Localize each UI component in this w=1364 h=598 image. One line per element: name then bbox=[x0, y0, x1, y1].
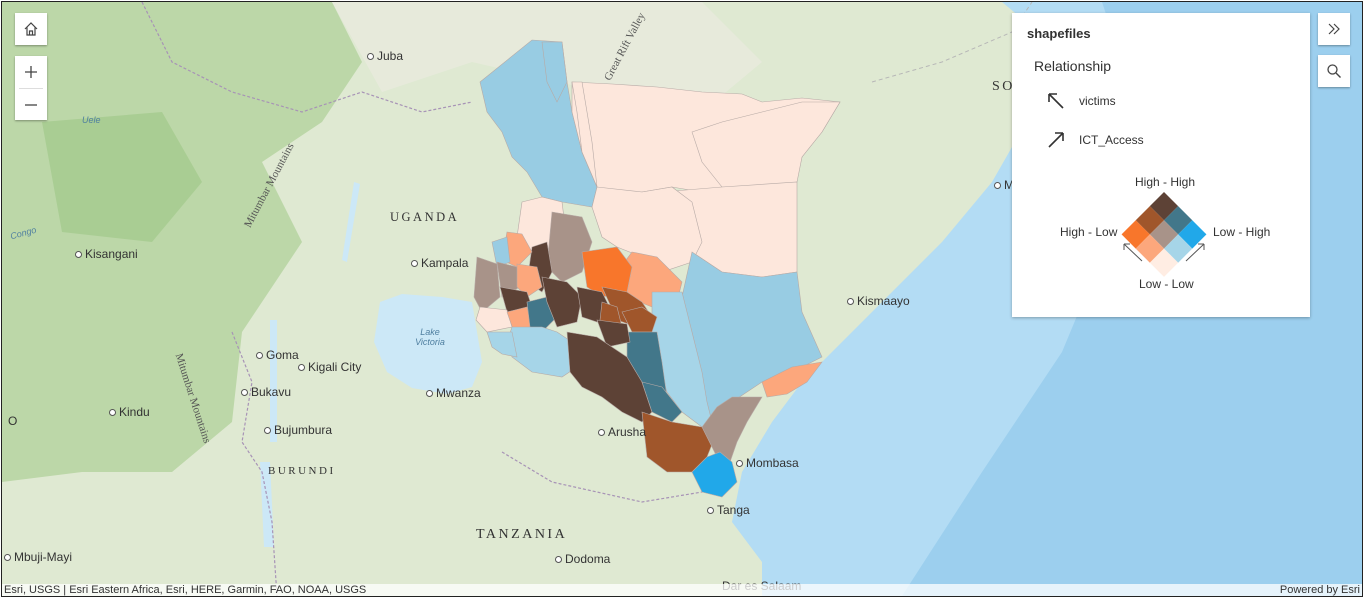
legend-label-high-low: High - Low bbox=[1060, 225, 1118, 239]
county-mandera bbox=[691, 101, 841, 193]
place-arusha: Arusha bbox=[598, 425, 646, 439]
county-bungoma bbox=[491, 236, 511, 268]
zoom-controls bbox=[15, 56, 47, 120]
zoom-in-button[interactable] bbox=[15, 56, 47, 88]
legend-layer-title: shapefiles bbox=[1027, 26, 1091, 41]
place-mwanza: Mwanza bbox=[426, 386, 481, 400]
place-kismaayo: Kismaayo bbox=[847, 294, 910, 308]
county-muranga bbox=[596, 319, 631, 348]
minus-icon bbox=[25, 104, 37, 106]
legend-panel: shapefiles Relationship victims ICT_Acce… bbox=[1012, 13, 1310, 317]
county-embu bbox=[621, 306, 658, 333]
attribution-bar: Esri, USGS | Esri Eastern Africa, Esri, … bbox=[2, 584, 1362, 596]
country-tanzania: TANZANIA bbox=[476, 527, 568, 542]
legend-var1-row: victims bbox=[1046, 90, 1116, 112]
country-somalia-partial: SO bbox=[992, 79, 1015, 94]
double-chevron-right-icon bbox=[1328, 23, 1340, 35]
county-nakuru bbox=[541, 276, 583, 328]
county-uasin-gishu bbox=[516, 263, 543, 298]
legend-label-high-high: High - High bbox=[1135, 175, 1196, 189]
place-bukavu: Bukavu bbox=[241, 385, 291, 399]
place-kigali: Kigali City bbox=[298, 360, 361, 374]
legend-cell bbox=[1149, 220, 1179, 249]
county-busia bbox=[473, 256, 501, 313]
arrow-up-left-icon bbox=[1048, 93, 1064, 109]
place-juba: Juba bbox=[367, 49, 403, 63]
water-uele: Uele bbox=[82, 115, 101, 125]
edge-letter: O bbox=[8, 414, 18, 428]
expand-panel-button[interactable] bbox=[1318, 13, 1350, 45]
county-makueni bbox=[641, 381, 683, 423]
legend-var2-label: ICT_Access bbox=[1079, 133, 1144, 147]
zoom-divider bbox=[19, 88, 43, 89]
water-lake-victoria: Lake Victoria bbox=[415, 327, 445, 347]
place-mombasa: Mombasa bbox=[736, 456, 799, 470]
bivariate-legend-grid bbox=[1121, 192, 1207, 277]
legend-cell bbox=[1149, 248, 1179, 277]
place-tanga: Tanga bbox=[707, 503, 750, 517]
place-mbuji-mayi: Mbuji-Mayi bbox=[4, 550, 72, 564]
country-uganda: UGANDA bbox=[390, 210, 460, 224]
place-dodoma: Dodoma bbox=[555, 552, 610, 566]
county-migori bbox=[486, 331, 518, 358]
search-icon bbox=[1327, 64, 1341, 78]
county-samburu bbox=[591, 186, 703, 273]
powered-by-esri[interactable]: Powered by Esri bbox=[1279, 584, 1360, 596]
home-icon bbox=[24, 22, 38, 36]
legend-var2-row: ICT_Access bbox=[1046, 129, 1144, 151]
attribution-text[interactable]: Esri, USGS | Esri Eastern Africa, Esri, … bbox=[4, 584, 367, 596]
search-button[interactable] bbox=[1318, 55, 1350, 87]
legend-var1-label: victims bbox=[1079, 94, 1116, 108]
county-marsabit-west bbox=[571, 81, 598, 188]
county-lamu bbox=[761, 361, 823, 398]
place-kisangani: Kisangani bbox=[75, 247, 138, 261]
county-kwale bbox=[691, 451, 738, 498]
country-burundi: BURUNDI bbox=[268, 465, 336, 477]
plus-icon bbox=[25, 66, 37, 78]
place-bujumbura: Bujumbura bbox=[264, 423, 332, 437]
place-kampala: Kampala bbox=[411, 256, 468, 270]
legend-field-title: Relationship bbox=[1034, 58, 1112, 74]
county-kisumu bbox=[475, 306, 513, 333]
legend-cell bbox=[1149, 192, 1179, 221]
place-kindu: Kindu bbox=[109, 405, 150, 419]
place-goma: Goma bbox=[256, 348, 299, 362]
county-samburu-north bbox=[541, 41, 568, 103]
legend-label-low-low: Low - Low bbox=[1139, 277, 1194, 291]
zoom-out-button[interactable] bbox=[15, 89, 47, 121]
kenya-counties bbox=[473, 39, 841, 498]
arrow-up-right-icon bbox=[1048, 132, 1064, 148]
home-button[interactable] bbox=[15, 13, 47, 45]
legend-label-low-high: Low - High bbox=[1213, 225, 1271, 239]
